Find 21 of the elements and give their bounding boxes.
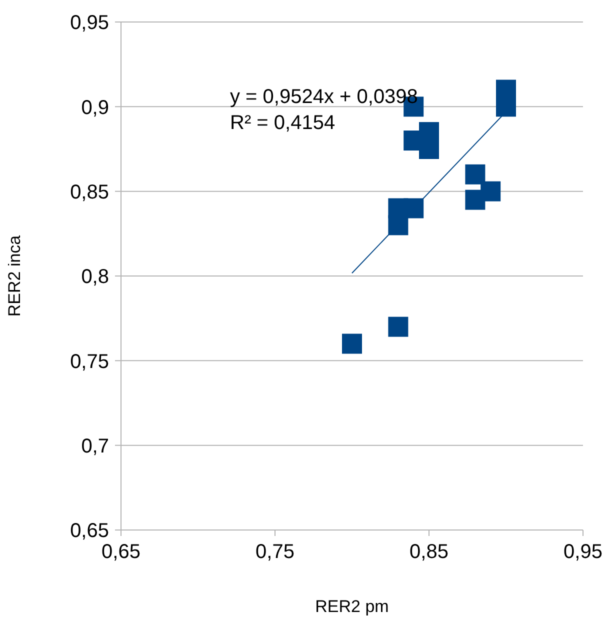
annotation: y = 0,9524x + 0,0398 [230, 86, 418, 109]
y-tick-label: 0,85 [70, 181, 109, 204]
point [480, 181, 501, 202]
y-tick-label: 0,9 [81, 96, 109, 119]
x-tick-label: 0,75 [256, 541, 294, 564]
point [388, 316, 408, 337]
y-axis-title: RER2 inca [5, 234, 24, 317]
x-axis-title: RER2 pm [315, 597, 389, 616]
x-tick-label: 0,65 [102, 541, 140, 564]
annotation: R² = 0,4154 [230, 112, 336, 135]
y-tick-label: 0,65 [70, 520, 109, 542]
x-tick-label: 0,95 [564, 541, 602, 564]
y-tick-label: 0,7 [81, 435, 109, 458]
point [342, 334, 362, 354]
x-tick-label: 0,85 [410, 541, 448, 564]
y-tick-label: 0,75 [70, 350, 109, 373]
point [404, 198, 424, 218]
y-tick-label: 0,8 [81, 266, 109, 288]
point [465, 164, 486, 184]
y-tick-label: 0,95 [70, 12, 109, 34]
point [388, 215, 408, 236]
